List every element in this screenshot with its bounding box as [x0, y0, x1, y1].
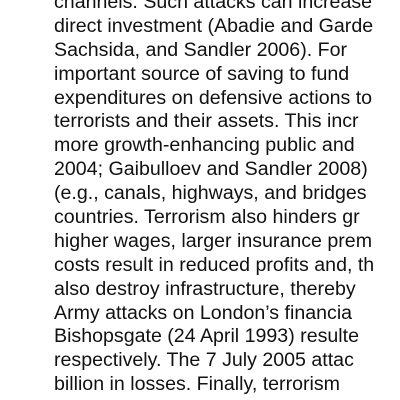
- text-line: channels. Such attacks can increase: [54, 0, 373, 13]
- text-line: costs result in reduced profits and, th: [54, 253, 375, 276]
- text-line: (e.g., canals, highways, and bridges: [54, 182, 367, 205]
- text-line: Bishopsgate (24 April 1993) resulte: [54, 325, 359, 348]
- text-line: 2004; Gaibulloev and Sandler 2008): [54, 158, 368, 181]
- text-line: expenditures on defensive actions to: [54, 86, 373, 109]
- text-line: important source of saving to fund: [54, 62, 350, 85]
- text-line: respectively. The 7 July 2005 attac: [54, 349, 354, 372]
- text-line: more growth-enhancing public and: [54, 134, 355, 157]
- text-line: billion in losses. Finally, terrorism: [54, 373, 341, 396]
- text-line: also destroy infrastructure, thereby: [54, 277, 356, 300]
- text-line: Army attacks on London’s financia: [54, 301, 353, 324]
- text-line: direct investment (Abadie and Garde: [54, 14, 374, 37]
- body-paragraph: channels. Such attacks can increase dire…: [54, 0, 374, 397]
- text-line: countries. Terrorism also hinders gr: [54, 206, 360, 229]
- text-line: terrorists and their assets. This incr: [54, 110, 359, 133]
- text-line: higher wages, larger insurance prem: [54, 229, 373, 252]
- text-line: Sachsida, and Sandler 2006). For: [54, 38, 347, 61]
